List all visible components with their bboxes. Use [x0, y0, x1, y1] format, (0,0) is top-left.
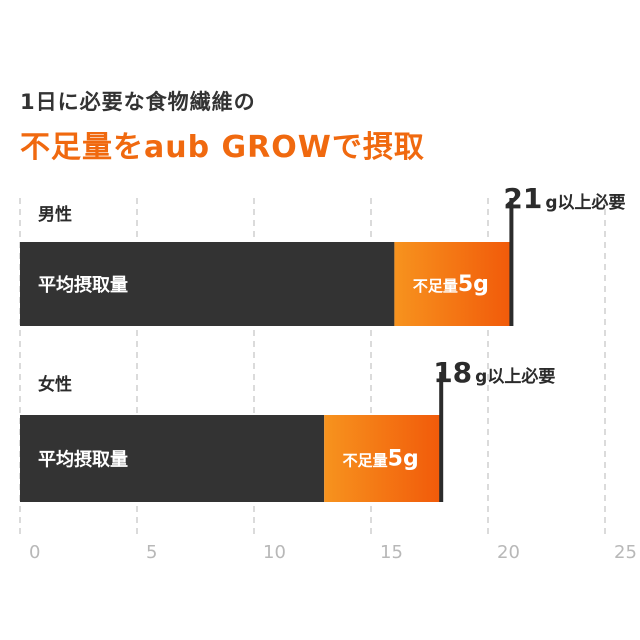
shortfall-prefix: 不足量	[343, 452, 388, 470]
bar-label-average: 平均摂取量	[38, 274, 128, 296]
bar-shortfall	[324, 415, 442, 502]
x-tick-label: 5	[146, 542, 157, 563]
chart-subtitle: 1日に必要な食物繊維の	[20, 90, 256, 114]
bar-label-average: 平均摂取量	[38, 449, 128, 471]
group-label: 男性	[38, 204, 72, 225]
bar-average-intake	[20, 242, 395, 326]
bar-label-shortfall: 不足量5g	[413, 272, 489, 297]
bar-label-shortfall: 不足量5g	[343, 447, 419, 472]
x-tick-label: 0	[29, 542, 40, 563]
required-number: 21	[503, 182, 542, 215]
bars	[20, 198, 514, 502]
x-tick-label: 10	[263, 542, 286, 563]
chart-title: 不足量をaub GROWで摂取	[20, 130, 425, 165]
required-label: 18 g以上必要	[433, 356, 555, 389]
x-tick-label: 25	[614, 542, 637, 563]
group-label: 女性	[38, 374, 72, 395]
shortfall-amount: 5g	[458, 272, 489, 297]
required-number: 18	[433, 356, 472, 389]
x-tick-label: 15	[380, 542, 403, 563]
required-unit: g以上必要	[545, 192, 625, 213]
required-label: 21 g以上必要	[503, 182, 625, 215]
bar-average-intake	[20, 415, 325, 502]
x-tick-label: 20	[497, 542, 520, 563]
required-unit: g以上必要	[475, 366, 555, 387]
bar-shortfall	[394, 242, 512, 326]
shortfall-amount: 5g	[388, 447, 419, 472]
shortfall-prefix: 不足量	[413, 277, 458, 295]
